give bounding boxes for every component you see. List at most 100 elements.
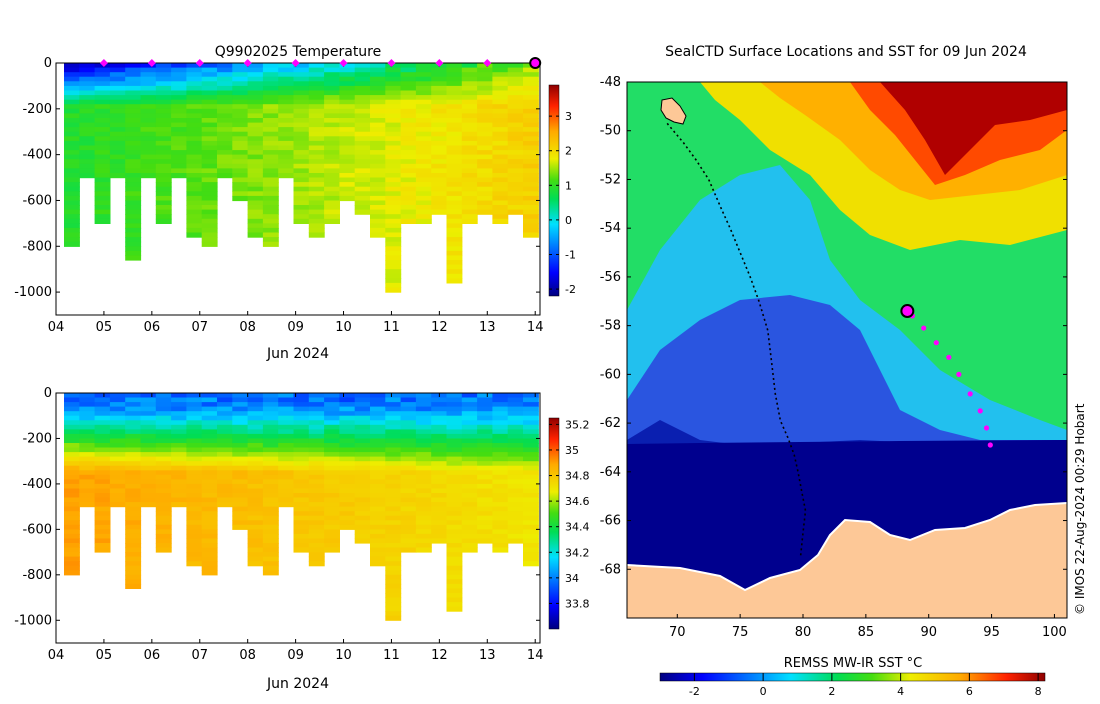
profile-cell bbox=[201, 493, 218, 499]
profile-cell bbox=[217, 154, 233, 160]
profile-cell bbox=[385, 452, 402, 458]
profile-cell bbox=[125, 547, 142, 553]
profile-cell bbox=[446, 186, 463, 192]
profile-cell bbox=[155, 547, 172, 553]
profile-cell bbox=[492, 529, 509, 535]
profile-cell bbox=[278, 72, 295, 78]
profile-cell bbox=[400, 163, 417, 169]
profile-cell bbox=[415, 515, 432, 521]
profile-cell bbox=[140, 420, 157, 426]
profile-cell bbox=[64, 140, 80, 147]
profile-cell bbox=[324, 479, 340, 485]
profile-cell bbox=[308, 85, 325, 92]
profile-cell bbox=[79, 104, 96, 110]
profile-cell bbox=[339, 67, 356, 73]
profile-cell bbox=[79, 163, 96, 169]
profile-cell bbox=[415, 438, 432, 444]
profile-cell bbox=[354, 506, 371, 512]
profile-cell bbox=[201, 465, 218, 471]
profile-cell bbox=[461, 411, 478, 417]
profile-cell bbox=[477, 122, 493, 128]
profile-cell bbox=[293, 420, 310, 426]
profile-cell bbox=[370, 122, 386, 128]
profile-cell bbox=[186, 72, 203, 78]
profile-cell bbox=[523, 200, 539, 206]
profile-cell bbox=[354, 63, 371, 69]
profile-cell bbox=[125, 415, 142, 421]
profile-cell bbox=[415, 520, 432, 526]
profile-cell bbox=[446, 561, 463, 567]
profile-cell bbox=[324, 159, 340, 165]
profile-cell bbox=[171, 443, 187, 449]
profile-cell bbox=[232, 497, 249, 503]
profile-cell bbox=[446, 529, 463, 535]
profile-cell bbox=[247, 81, 264, 87]
profile-cell bbox=[232, 443, 249, 449]
profile-cell bbox=[186, 99, 203, 105]
profile-cell bbox=[339, 456, 356, 462]
profile-cell bbox=[262, 173, 279, 179]
profile-cell bbox=[400, 214, 417, 220]
profile-cell bbox=[247, 461, 264, 467]
profile-cell bbox=[201, 67, 218, 73]
profile-cell bbox=[461, 163, 478, 169]
profile-cell bbox=[278, 173, 295, 179]
profile-cell bbox=[186, 177, 203, 183]
profile-cell bbox=[477, 154, 493, 160]
profile-cell bbox=[354, 429, 371, 435]
profile-cell bbox=[155, 488, 172, 494]
profile-cell bbox=[415, 182, 432, 188]
profile-cell bbox=[492, 470, 509, 476]
profile-cell bbox=[385, 606, 402, 612]
profile-cell bbox=[171, 411, 187, 417]
profile-cell bbox=[385, 255, 402, 261]
profile-cell bbox=[201, 136, 218, 142]
profile-cell bbox=[415, 99, 432, 105]
sst-colorbar-tick-label: 6 bbox=[966, 685, 973, 698]
profile-cell bbox=[415, 95, 432, 101]
profile-cell bbox=[385, 520, 402, 526]
profile-cell bbox=[247, 118, 264, 124]
profile-cell bbox=[354, 173, 371, 179]
profile-cell bbox=[446, 593, 463, 599]
profile-cell bbox=[278, 150, 295, 156]
profile-cell bbox=[109, 447, 126, 453]
profile-cell bbox=[431, 488, 448, 494]
profile-cell bbox=[247, 511, 264, 517]
profile-cell bbox=[370, 433, 386, 439]
profile-cell bbox=[293, 429, 310, 435]
profile-cell bbox=[354, 168, 371, 174]
profile-cell bbox=[492, 122, 509, 128]
profile-cell bbox=[109, 168, 126, 174]
profile-cell bbox=[79, 76, 96, 82]
profile-cell bbox=[171, 81, 187, 87]
profile-cell bbox=[125, 250, 142, 257]
profile-cell bbox=[492, 406, 509, 412]
profile-cell bbox=[461, 182, 478, 188]
profile-cell bbox=[385, 579, 402, 585]
profile-cell bbox=[446, 488, 463, 494]
profile-cell bbox=[64, 533, 80, 539]
profile-cell bbox=[186, 127, 203, 133]
profile-cell bbox=[415, 195, 432, 202]
profile-cell bbox=[109, 474, 126, 480]
profile-cell bbox=[477, 168, 493, 174]
profile-cell bbox=[477, 470, 493, 476]
profile-cell bbox=[385, 131, 402, 137]
profile-cell bbox=[125, 461, 142, 467]
profile-cell bbox=[171, 429, 187, 435]
profile-cell bbox=[431, 195, 448, 202]
profile-cell bbox=[385, 415, 402, 421]
profile-cell bbox=[339, 497, 356, 503]
profile-cell bbox=[155, 529, 172, 535]
surface-marker bbox=[387, 59, 396, 67]
profile-cell bbox=[385, 393, 402, 399]
profile-cell bbox=[247, 163, 264, 169]
profile-cell bbox=[262, 81, 279, 87]
profile-cell bbox=[400, 479, 417, 485]
profile-cell bbox=[523, 67, 539, 73]
profile-cell bbox=[461, 63, 478, 69]
profile-cell bbox=[446, 470, 463, 476]
profile-cell bbox=[324, 150, 340, 156]
profile-cell bbox=[385, 282, 402, 289]
